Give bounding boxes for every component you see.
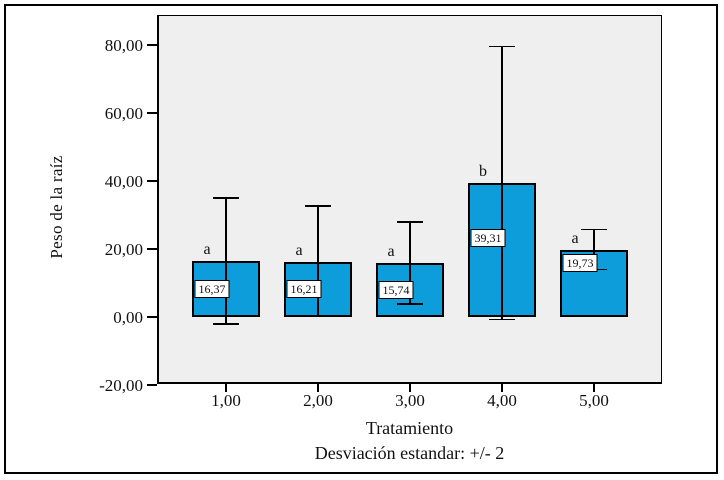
significance-letter: a — [387, 243, 395, 261]
y-axis-tick-label: 60,00 — [104, 103, 143, 123]
y-axis-tick — [147, 384, 157, 386]
x-axis-tick-label: 3,00 — [395, 391, 425, 410]
x-axis-tick — [501, 384, 503, 392]
x-axis-tick — [317, 384, 319, 392]
error-bar-line — [409, 221, 411, 305]
plot-area — [157, 15, 662, 384]
bar-value-label: 16,37 — [194, 280, 230, 299]
error-bar-cap-bottom — [489, 318, 515, 321]
error-bar-cap-top — [581, 228, 607, 231]
x-axis-tick — [225, 384, 227, 392]
x-axis-tick — [409, 384, 411, 392]
x-axis-title: Tratamiento — [365, 418, 454, 438]
error-bar-line — [225, 198, 227, 324]
x-axis-tick — [593, 384, 595, 392]
error-bar-line — [317, 205, 319, 316]
x-axis-tick-label: 5,00 — [579, 391, 609, 410]
y-axis-tick — [147, 180, 157, 182]
y-axis-tick-label: -20,00 — [99, 375, 143, 395]
error-bar-cap-bottom — [397, 303, 423, 305]
bar-value-label: 15,74 — [378, 281, 414, 300]
error-bar-line — [593, 229, 595, 270]
error-bar-cap-bottom — [305, 315, 331, 317]
error-bar-cap-bottom — [213, 323, 239, 325]
significance-letter: b — [479, 163, 487, 181]
y-axis-tick-label: 40,00 — [104, 171, 143, 191]
error-bar-cap-top — [305, 205, 331, 207]
y-axis-tick — [147, 248, 157, 250]
y-axis-tick-label: 20,00 — [104, 239, 143, 259]
y-axis-tick-label: 80,00 — [104, 35, 143, 55]
y-axis-tick — [147, 316, 157, 318]
y-axis-tick — [147, 44, 157, 46]
error-bar-cap-top — [397, 221, 423, 223]
bar-value-label: 16,21 — [286, 280, 322, 299]
x-axis-tick-label: 2,00 — [303, 391, 333, 410]
y-axis-tick-label: 0,00 — [113, 307, 143, 327]
significance-letter: a — [203, 241, 211, 259]
y-axis-title: Peso de la raíz — [47, 155, 66, 259]
x-axis-tick-label: 4,00 — [487, 391, 517, 410]
error-bar-line — [501, 46, 503, 320]
y-axis-tick — [147, 112, 157, 114]
x-axis-tick-label: 1,00 — [211, 391, 241, 410]
bar-value-label: 39,31 — [470, 229, 506, 248]
error-bar-cap-top — [489, 45, 515, 48]
chart-caption: Desviación estandar: +/- 2 — [314, 443, 505, 463]
bar-value-label: 19,73 — [562, 254, 598, 273]
significance-letter: a — [295, 241, 303, 259]
error-bar-cap-top — [213, 197, 239, 199]
significance-letter: a — [571, 229, 579, 247]
